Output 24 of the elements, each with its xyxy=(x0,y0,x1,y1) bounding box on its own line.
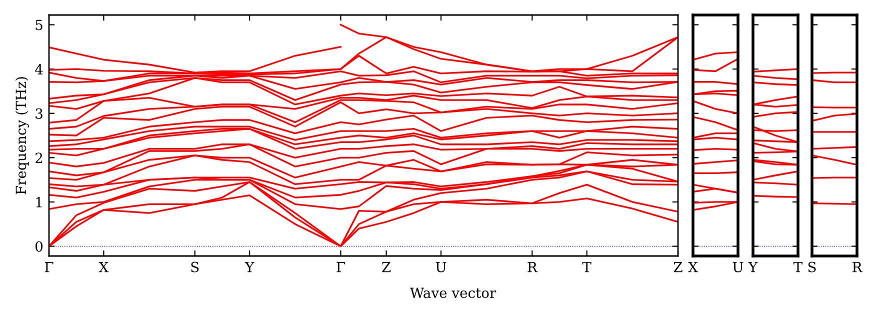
y-tick-label: 5 xyxy=(36,20,42,30)
x-tick-label: S xyxy=(808,262,816,272)
x-tick-label: Γ xyxy=(336,262,345,272)
x-tick-label: Γ xyxy=(44,262,54,272)
x-tick-label: Y xyxy=(748,262,758,272)
y-axis-title: Frequency (THz) xyxy=(15,77,30,194)
x-tick-label: Y xyxy=(244,262,254,272)
x-tick-label: S xyxy=(191,262,199,272)
y-tick-label: 2 xyxy=(36,152,42,163)
x-tick-label: T xyxy=(582,262,592,272)
x-tick-label: Z xyxy=(382,262,391,272)
x-tick-label: R xyxy=(852,262,863,272)
x-tick-label: X xyxy=(688,262,698,272)
y-tick-label: 4 xyxy=(35,64,43,74)
y-tick-label: 0 xyxy=(36,241,43,252)
y-tick-label: 3 xyxy=(36,108,42,119)
x-tick-label: R xyxy=(528,262,538,272)
x-tick-label: Z xyxy=(674,262,682,272)
y-tick-label: 1 xyxy=(36,196,42,208)
x-axis-title: Wave vector xyxy=(410,288,496,298)
x-tick-label: U xyxy=(732,262,744,272)
x-tick-label: U xyxy=(436,262,446,272)
x-tick-label: T xyxy=(794,262,802,272)
x-tick-label: X xyxy=(98,262,109,272)
